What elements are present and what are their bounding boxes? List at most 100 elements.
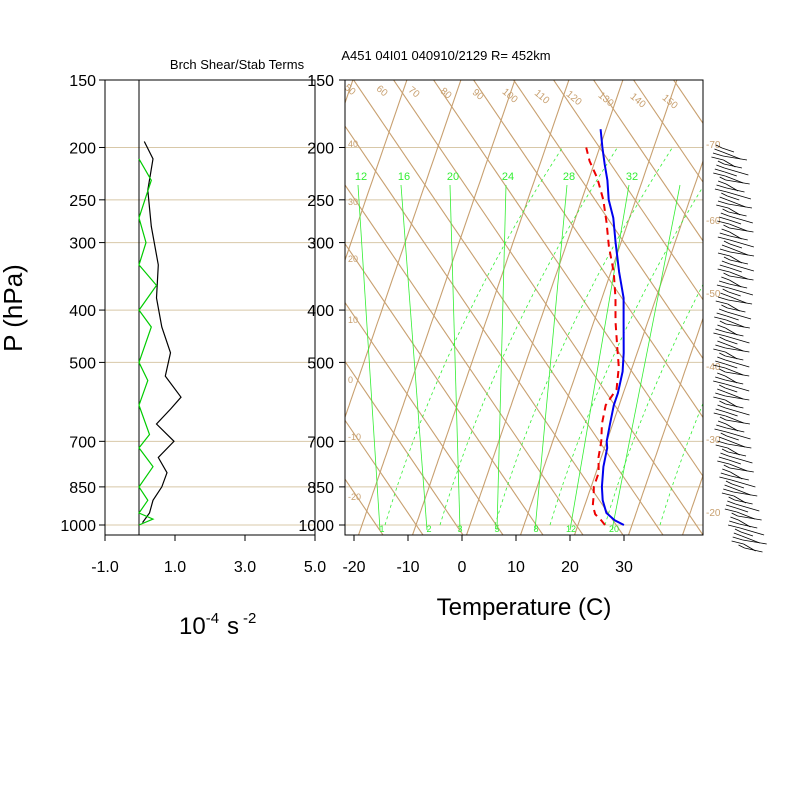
wind-barb (726, 319, 745, 328)
wind-barb (727, 500, 736, 505)
wind-barb (726, 311, 752, 320)
wind-barb (731, 479, 756, 488)
dry-adiabat-line (780, 60, 800, 560)
wind-barb (723, 224, 730, 229)
wind-barb (724, 167, 749, 176)
wind-barb (719, 400, 726, 405)
dry-adiabat-line (352, 80, 664, 535)
wind-barb (725, 363, 738, 369)
wind-barb (723, 256, 731, 261)
wind-barb (719, 232, 730, 237)
left-panel-title: Brch Shear/Stab Terms (170, 57, 305, 72)
wind-barb (729, 243, 743, 249)
theta-label: 60 (374, 83, 390, 99)
wind-barb (716, 312, 727, 317)
left-y-tick-label: 400 (69, 303, 96, 320)
mixing-ratio-top-label: 32 (626, 171, 638, 183)
wind-barb (725, 383, 750, 392)
wind-barb (723, 464, 730, 469)
left-x-tick-label: -1.0 (91, 559, 119, 576)
wind-barb (713, 396, 726, 401)
skewt-y-ticks: 150 200 250 300 400 500 700 850 1000 (298, 73, 345, 535)
wind-barb (719, 368, 726, 373)
right-edge-label: -20 (706, 508, 721, 519)
wind-barb (725, 504, 737, 509)
skewt-curves (585, 129, 625, 526)
wind-barb (722, 155, 748, 161)
wind-barb (715, 444, 728, 449)
wind-barb (717, 252, 731, 257)
wind-barb (716, 284, 730, 289)
wind-barb (723, 240, 731, 245)
mixing-ratio-line (400, 184, 428, 531)
mixing-ratio-bottom-label: 2 (426, 524, 431, 534)
wind-barb (719, 176, 726, 181)
isotherm-label: 30 (348, 197, 358, 207)
skewt-y-tick-label: 250 (307, 193, 334, 210)
mixing-ratio-bottom-label: 5 (494, 524, 499, 534)
mixing-ratio-line (357, 184, 381, 531)
wind-barb (717, 324, 726, 329)
skewt-line-labels: 50 60 70 80 90 100 110 120 130 140 150403020100-10… (342, 82, 721, 534)
mixing-ratio-top-label: 28 (563, 171, 575, 183)
wind-barb (717, 404, 726, 409)
wind-barb (717, 268, 730, 273)
wind-barb (729, 251, 755, 257)
wind-barb (728, 211, 747, 217)
wind-barb (717, 372, 726, 377)
skewt-panel: A451 04I01 040910/2129 R= 452km 50 60 70 80… (34, 48, 800, 621)
wind-barb (729, 239, 754, 248)
theta-label: 50 (342, 82, 358, 98)
wind-barb (719, 352, 726, 357)
mixing-ratio-bottom-label: 20 (609, 524, 619, 534)
wind-barb (737, 515, 762, 521)
theta-label: 80 (438, 86, 454, 102)
wind-barb (717, 420, 727, 425)
wind-barb (730, 516, 739, 521)
wind-barb (713, 364, 726, 369)
isotherm-line (681, 473, 703, 535)
wind-barb (723, 488, 734, 493)
wind-barb (725, 419, 750, 425)
wind-barb (725, 395, 750, 401)
wind-barb (721, 304, 728, 309)
wind-barb (715, 328, 726, 333)
wind-barb (726, 187, 745, 193)
skewt-frame (344, 79, 704, 536)
wind-barb (728, 215, 753, 224)
left-curves (138, 141, 182, 526)
isotherm-line (34, 64, 196, 537)
wind-barb (715, 300, 728, 305)
wind-barb (713, 412, 726, 417)
moist-adiabat-line (494, 147, 673, 526)
wind-barb (717, 460, 730, 465)
wind-barb (711, 156, 724, 161)
wind-barb (728, 455, 753, 464)
moist-adiabat-line (549, 185, 703, 526)
wind-barb (717, 356, 726, 361)
skewt-y-tick-label: 150 (307, 73, 334, 90)
mixing-ratio-top-label: 12 (355, 171, 367, 183)
isotherm-line (88, 64, 250, 537)
wind-barb (724, 484, 733, 489)
wind-barb (729, 259, 749, 265)
left-y-ticks: 150 200 250 300 400 500 700 850 1000 (60, 73, 105, 535)
dry-adiabat-line (700, 60, 800, 560)
wind-barb (719, 384, 726, 389)
wind-barb (729, 283, 748, 289)
left-y-tick-label: 500 (69, 355, 96, 372)
wind-barb (714, 168, 725, 173)
wind-barb (714, 188, 728, 193)
isotherm-label: 0 (348, 375, 353, 385)
wind-barb (728, 459, 741, 465)
left-panel-frame (104, 79, 316, 536)
wind-barb (740, 531, 754, 537)
wind-barb (741, 535, 760, 544)
wind-barb (725, 339, 738, 345)
isotherm-line (345, 80, 462, 419)
mixing-ratio-line (449, 184, 461, 531)
wind-barb (722, 151, 741, 160)
wind-barb (727, 307, 746, 313)
dry-adiabat-line (512, 80, 703, 360)
